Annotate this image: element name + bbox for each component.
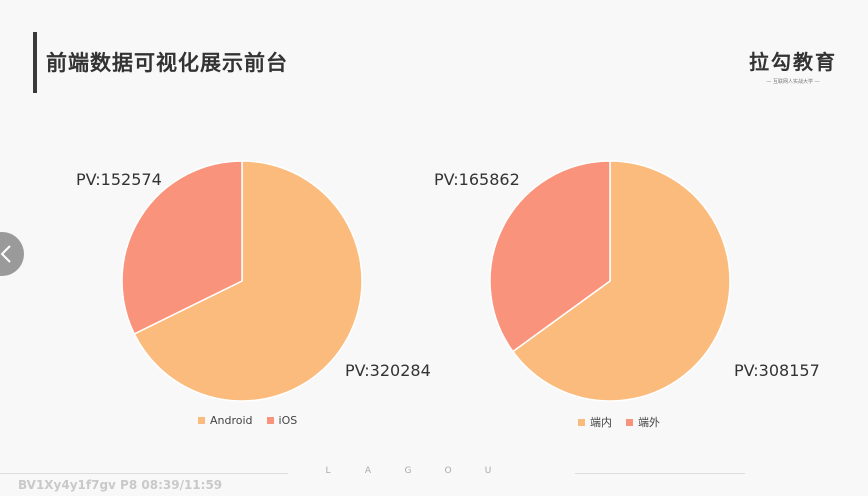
pie-slice-1[interactable] [489, 160, 611, 353]
footer-letter: U [484, 466, 492, 476]
title-accent-bar [33, 32, 37, 93]
pie-slice-1[interactable] [121, 160, 243, 335]
legend-label: Android [210, 414, 253, 427]
chart-legend: 端内 端外 [578, 414, 660, 430]
legend-swatch [198, 417, 205, 424]
legend-swatch [578, 418, 585, 426]
logo-text: 拉勾教育 [749, 50, 837, 74]
pv-label-internal: PV:308157 [734, 361, 820, 380]
pie-chart-svg [121, 160, 363, 402]
legend-item-external[interactable]: 端外 [626, 414, 660, 430]
legend-item-android[interactable]: Android [198, 414, 253, 427]
footer-divider [575, 473, 745, 474]
pie-slice-0[interactable] [511, 160, 731, 402]
legend-item-ios[interactable]: iOS [266, 414, 298, 427]
pv-label-android: PV:320284 [345, 361, 431, 380]
legend-swatch [266, 417, 274, 424]
pie-chart-svg [489, 160, 731, 402]
pie-chart-channel: PV:165862 PV:308157 端内 端外 [434, 150, 820, 440]
chart-legend: Android iOS [198, 414, 297, 427]
legend-label: 端内 [590, 416, 612, 429]
pv-label-external: PV:165862 [434, 170, 520, 189]
legend-swatch [626, 418, 633, 426]
footer-letter: A [364, 466, 372, 476]
footer-letter: G [404, 466, 412, 476]
pie-slice-0[interactable] [133, 160, 363, 402]
previous-slide-button[interactable] [0, 232, 24, 276]
footer-letter: O [444, 466, 452, 476]
chevron-left-icon [0, 245, 11, 263]
footer-letter: L [325, 466, 331, 476]
pv-label-ios: PV:152574 [76, 170, 162, 189]
logo-tagline: — 互联网人实战大学 — [766, 79, 820, 85]
video-watermark: BV1Xy4y1f7gv P8 08:39/11:59 [18, 478, 223, 492]
legend-label: iOS [278, 414, 298, 427]
legend-item-internal[interactable]: 端内 [578, 414, 612, 430]
footer-divider [0, 473, 288, 474]
page-title: 前端数据可视化展示前台 [46, 51, 288, 75]
legend-label: 端外 [638, 416, 660, 429]
pie-chart-platform: PV:152574 PV:320284 Android iOS [70, 150, 431, 440]
brand-logo: 拉勾教育 — 互联网人实战大学 — [748, 46, 838, 85]
